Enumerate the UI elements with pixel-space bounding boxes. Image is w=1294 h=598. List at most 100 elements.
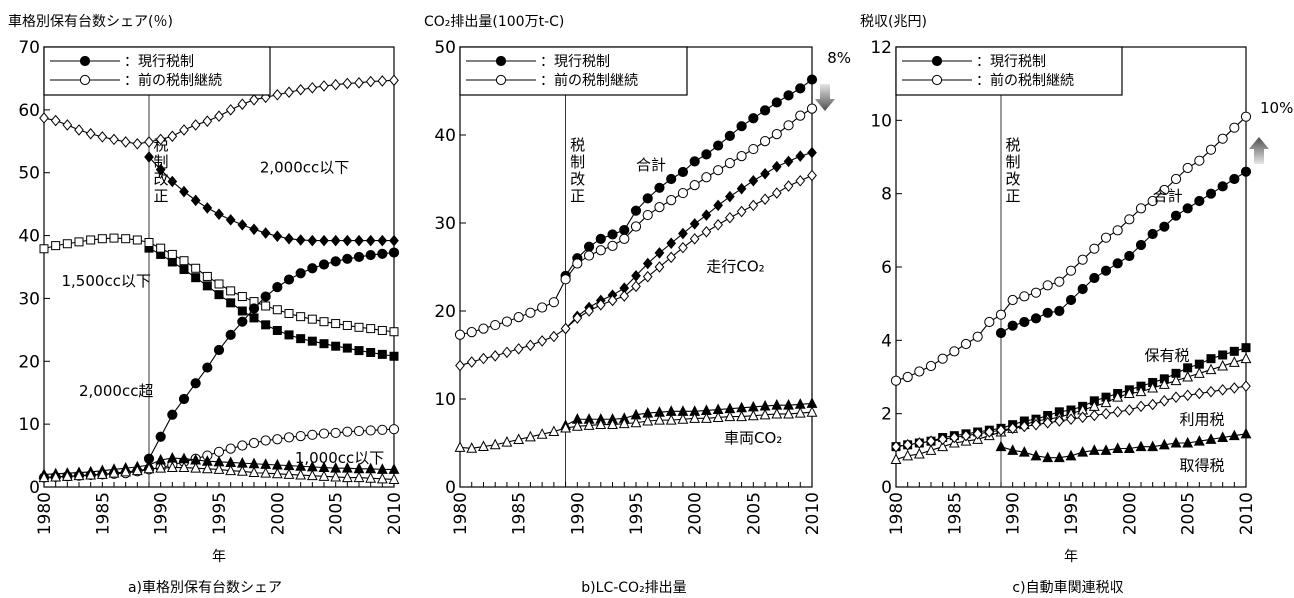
filled-circle-point bbox=[388, 247, 400, 258]
filled-circle-point bbox=[155, 431, 166, 442]
open-triangle-point bbox=[607, 418, 618, 430]
filled-circle-point bbox=[759, 105, 771, 116]
filled-circle-point bbox=[1042, 307, 1053, 318]
open-diamond-point bbox=[1229, 382, 1240, 394]
filled-diamond-point bbox=[678, 227, 688, 240]
open-triangle-point bbox=[330, 470, 342, 482]
series-filled-square bbox=[144, 243, 399, 361]
x-axis-title: 年 bbox=[1064, 549, 1078, 565]
open-diamond-point bbox=[237, 98, 248, 110]
open-circle-point bbox=[248, 437, 260, 449]
open-circle-point bbox=[783, 120, 794, 131]
filled-diamond-point bbox=[167, 175, 178, 188]
open-triangle-point bbox=[902, 449, 914, 461]
open-diamond-point bbox=[1147, 398, 1158, 411]
open-circle-point bbox=[1217, 133, 1228, 144]
open-triangle-point bbox=[318, 470, 330, 481]
open-triangle-point bbox=[489, 438, 501, 450]
panel-caption: c)自動車関連税収 bbox=[1012, 579, 1123, 596]
filled-circle-point bbox=[1019, 316, 1030, 328]
legend-filled-circle bbox=[79, 55, 91, 67]
filled-square-point bbox=[261, 320, 271, 330]
filled-triangle-point bbox=[1205, 433, 1217, 444]
legend-box bbox=[459, 46, 688, 96]
filled-circle-point bbox=[283, 274, 295, 285]
open-circle-point bbox=[701, 172, 712, 183]
annotation-label: 2,000cc超 bbox=[79, 382, 153, 400]
series-open-triangle bbox=[454, 406, 818, 453]
filled-circle-point bbox=[1229, 173, 1240, 185]
series-line bbox=[565, 402, 813, 426]
open-square-point bbox=[179, 256, 189, 266]
x-tick-label: 1990 bbox=[152, 492, 172, 535]
open-square-point bbox=[86, 235, 96, 245]
open-triangle-point bbox=[890, 453, 902, 464]
open-triangle-point bbox=[1205, 363, 1217, 375]
open-diamond-point bbox=[97, 131, 108, 143]
open-circle-point bbox=[490, 319, 501, 331]
filled-diamond-point bbox=[319, 234, 329, 247]
open-diamond-point bbox=[490, 350, 501, 362]
open-diamond-point bbox=[1194, 387, 1205, 400]
filled-diamond-point bbox=[642, 257, 653, 270]
x-tick-label: 1985 bbox=[510, 492, 530, 535]
open-diamond-point bbox=[807, 169, 817, 182]
filled-square-point bbox=[272, 325, 282, 335]
open-diamond-point bbox=[1101, 407, 1111, 420]
filled-circle-point bbox=[654, 182, 665, 193]
y-tick-label: 50 bbox=[18, 164, 40, 184]
open-diamond-point bbox=[202, 115, 213, 127]
open-diamond-point bbox=[619, 290, 630, 302]
open-circle-point bbox=[225, 443, 236, 454]
open-diamond-point bbox=[167, 130, 178, 143]
filled-diamond-point bbox=[202, 202, 213, 214]
open-circle-point bbox=[583, 250, 595, 261]
series-line bbox=[1000, 171, 1247, 334]
legend-label: ：現行税制 bbox=[540, 54, 610, 70]
filled-circle-point bbox=[1135, 239, 1147, 251]
open-triangle-point bbox=[236, 465, 248, 476]
open-triangle-point bbox=[225, 464, 237, 476]
filled-square-point bbox=[1229, 346, 1239, 356]
open-triangle-point bbox=[1228, 356, 1240, 367]
open-circle-point bbox=[1100, 232, 1112, 243]
legend-filled-circle bbox=[495, 55, 507, 67]
open-circle-point bbox=[995, 309, 1007, 320]
increase-arrow-icon bbox=[1249, 137, 1269, 164]
open-triangle-point bbox=[1170, 374, 1182, 386]
open-square-point bbox=[319, 317, 329, 327]
open-diamond-point bbox=[478, 352, 489, 365]
open-circle-point bbox=[619, 233, 630, 244]
filled-circle-point bbox=[619, 224, 630, 236]
filled-circle-point bbox=[677, 166, 689, 178]
open-diamond-point bbox=[642, 270, 653, 283]
y-tick-label: 12 bbox=[870, 38, 892, 58]
open-circle-point bbox=[960, 338, 972, 350]
filled-triangle-point bbox=[1018, 446, 1030, 457]
filled-circle-point bbox=[1182, 203, 1193, 214]
filled-square-point bbox=[342, 343, 352, 353]
open-square-point bbox=[342, 320, 352, 330]
annotation-label: 8% bbox=[827, 49, 851, 67]
open-circle-point bbox=[466, 327, 477, 338]
filled-circle-point bbox=[1170, 210, 1182, 221]
open-diamond-point bbox=[560, 322, 571, 335]
open-circle-point bbox=[548, 297, 559, 308]
open-circle-point bbox=[937, 353, 948, 364]
open-diamond-point bbox=[155, 133, 166, 146]
filled-circle-point bbox=[248, 303, 260, 314]
open-square-point bbox=[261, 301, 271, 311]
open-diamond-point bbox=[466, 356, 477, 368]
open-diamond-point bbox=[85, 127, 96, 140]
open-triangle-point bbox=[560, 421, 572, 433]
open-triangle-point bbox=[155, 462, 167, 473]
filled-square-point bbox=[307, 336, 317, 346]
filled-circle-point bbox=[1194, 195, 1205, 207]
filled-triangle-point bbox=[1182, 436, 1194, 448]
open-circle-point bbox=[388, 424, 400, 435]
filled-circle-point bbox=[1112, 258, 1123, 269]
filled-circle-point bbox=[1147, 228, 1158, 240]
x-tick-label: 1985 bbox=[93, 492, 113, 535]
open-triangle-point bbox=[747, 409, 759, 421]
